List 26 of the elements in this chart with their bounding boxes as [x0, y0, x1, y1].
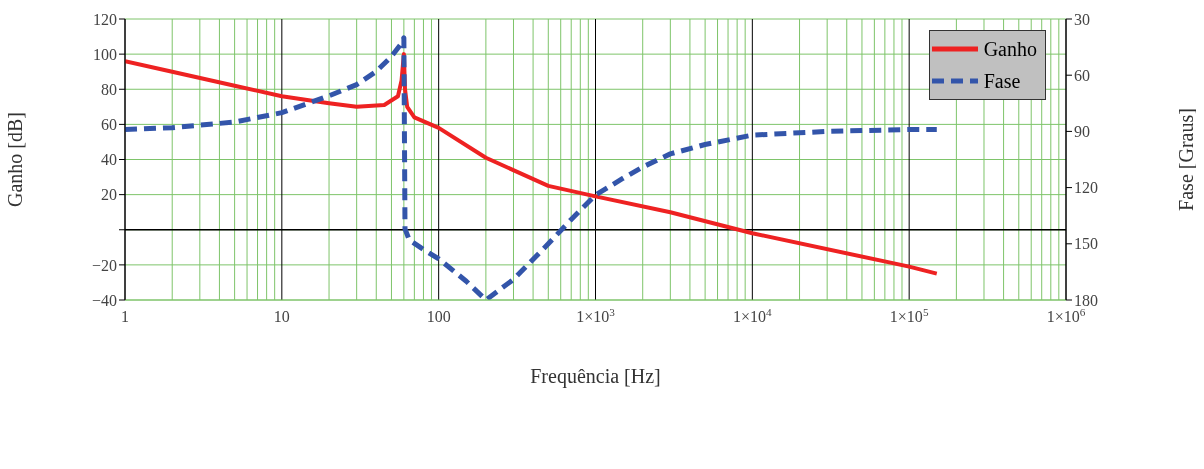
y-tick-label: 20: [101, 186, 117, 204]
x-tick-label: 1×10$^{3}$: [576, 306, 616, 326]
y2-axis-title: Fase [Graus]: [1175, 108, 1198, 211]
y-tick-label: −40: [91, 291, 117, 309]
y-tick-label: 120: [93, 10, 117, 28]
y-tick-label: 100: [93, 45, 117, 63]
y-tick-label: −20: [91, 256, 117, 274]
x-tick-label: 1×10$^{6}$: [1046, 306, 1086, 326]
y-tick-label: 60: [101, 116, 117, 134]
y-tick-label: 80: [101, 80, 117, 98]
y2-tick-label: 180: [1074, 291, 1098, 309]
x-tick-label: 1: [121, 308, 129, 326]
legend-label: Fase: [983, 69, 1021, 93]
x-tick-label: 10: [273, 308, 290, 326]
y-tick-label: 40: [101, 151, 117, 169]
y2-tick-label: 90: [1074, 123, 1090, 141]
y-axis-title: Ganho [dB]: [4, 112, 27, 207]
x-axis-title: Frequência [Hz]: [530, 365, 661, 388]
y2-tick-label: 30: [1074, 10, 1090, 28]
legend-label: Ganho: [983, 37, 1037, 61]
y2-tick-label: 120: [1074, 179, 1098, 197]
x-tick-label: 1×10$^{4}$: [733, 306, 773, 326]
x-tick-label: 1×10$^{5}$: [889, 306, 929, 326]
x-tick-label: 100: [426, 308, 451, 326]
y2-tick-label: 150: [1074, 235, 1098, 253]
y2-tick-label: 60: [1074, 66, 1090, 84]
